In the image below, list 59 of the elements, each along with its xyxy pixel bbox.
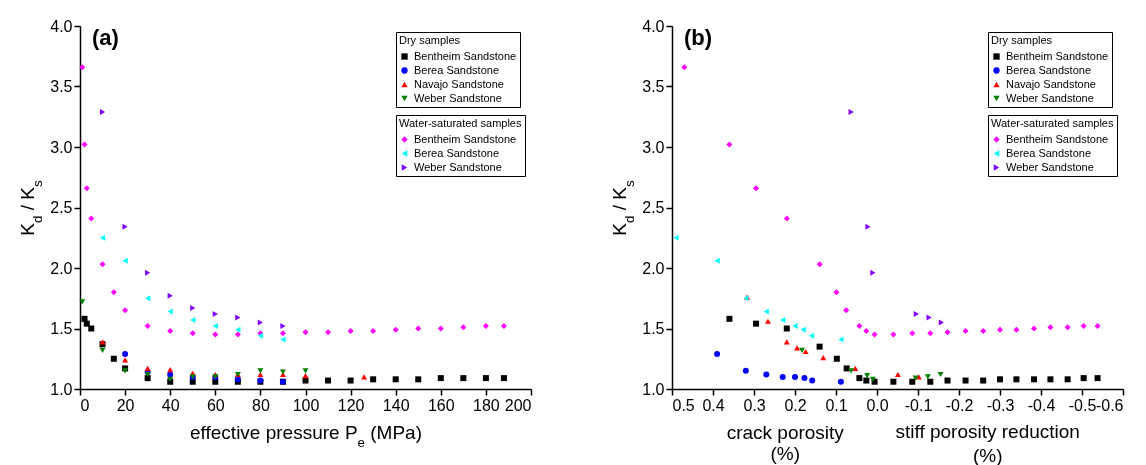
legend-label: Berea Sandstone bbox=[1006, 146, 1092, 159]
legend-title: Dry samples bbox=[991, 34, 1053, 46]
legend-label: Weber Sandstone bbox=[414, 160, 502, 173]
y-tick-label: 1.5 bbox=[642, 320, 665, 337]
y-tick-label: 3.0 bbox=[50, 138, 73, 156]
x-tick-label: 0.1 bbox=[825, 396, 848, 414]
y-tick-label: 1.5 bbox=[50, 320, 73, 337]
x-tick-label: 140 bbox=[382, 396, 410, 414]
x-tick-label: 60 bbox=[206, 396, 225, 414]
y-tick-label: 1.0 bbox=[50, 380, 73, 398]
x-tick-label: -0.4 bbox=[1027, 396, 1056, 414]
x-tick-label: 120 bbox=[337, 396, 365, 414]
legend-label: Berea Sandstone bbox=[414, 146, 500, 159]
x-tick-label: 160 bbox=[427, 396, 455, 414]
legend-label: Weber Sandstone bbox=[414, 91, 502, 104]
x-tick-label: -0.5 bbox=[1068, 396, 1097, 414]
y-tick-label: 2.0 bbox=[642, 259, 665, 277]
legend-label: Weber Sandstone bbox=[1006, 160, 1094, 173]
y-tick-label: 3.0 bbox=[642, 138, 665, 156]
x-tick-label: -0.6 bbox=[1095, 396, 1124, 414]
x-tick-label: -0.3 bbox=[986, 396, 1015, 414]
legend-label: Berea Sandstone bbox=[414, 63, 500, 76]
x-axis-title: crack porosity (%) bbox=[726, 421, 845, 464]
annotation: Water-saturated samples bbox=[399, 117, 522, 129]
annotation: Water-saturated samples bbox=[991, 117, 1114, 129]
x-tick-label: 180 bbox=[473, 396, 500, 414]
y-tick-label: 2.0 bbox=[50, 259, 73, 277]
x-tick-label: 20 bbox=[116, 396, 135, 414]
y-tick-label: 4.0 bbox=[642, 17, 665, 35]
x-tick-label: 0 bbox=[80, 396, 90, 414]
legend-label: Weber Sandstone bbox=[1006, 91, 1094, 104]
y-tick-label: 3.5 bbox=[642, 78, 665, 95]
y-tick-label: 3.5 bbox=[50, 78, 73, 95]
y-tick-label: 1.0 bbox=[642, 380, 665, 398]
legend-label: Navajo Sandstone bbox=[414, 77, 504, 90]
x-tick-label: 0.3 bbox=[743, 396, 766, 414]
legend-label: Bentheim Sandstone bbox=[414, 49, 517, 62]
x-tick-label: 200 bbox=[504, 396, 532, 414]
x-tick-label: -0.1 bbox=[904, 396, 933, 414]
x-tick-label: 0.2 bbox=[784, 396, 807, 414]
y-tick-label: 2.5 bbox=[642, 199, 665, 216]
x-tick-label: -0.2 bbox=[945, 396, 974, 414]
x-tick-label: 80 bbox=[252, 396, 270, 414]
legend-label: Bentheim Sandstone bbox=[1006, 49, 1109, 62]
legend-label: Navajo Sandstone bbox=[1006, 77, 1096, 90]
x-tick-label: 0.5 bbox=[672, 396, 695, 414]
legend-title: Dry samples bbox=[399, 34, 461, 46]
legend-label: Bentheim Sandstone bbox=[1006, 132, 1109, 145]
x-tick-label: 40 bbox=[161, 396, 180, 414]
x-tick-label: 0.0 bbox=[866, 396, 889, 414]
y-tick-label: 4.0 bbox=[50, 17, 73, 35]
legend-label: Berea Sandstone bbox=[1006, 63, 1092, 76]
chart-title: (a) bbox=[92, 25, 119, 50]
x-axis-title: effective pressure P$_{e}$ (MPa) bbox=[190, 421, 422, 449]
x-tick-label: 0.4 bbox=[702, 396, 725, 414]
x-tick-label: 100 bbox=[292, 396, 320, 414]
chart-title: (b) bbox=[684, 25, 713, 50]
legend-label: Bentheim Sandstone bbox=[414, 132, 517, 145]
y-tick-label: 2.5 bbox=[50, 199, 73, 216]
